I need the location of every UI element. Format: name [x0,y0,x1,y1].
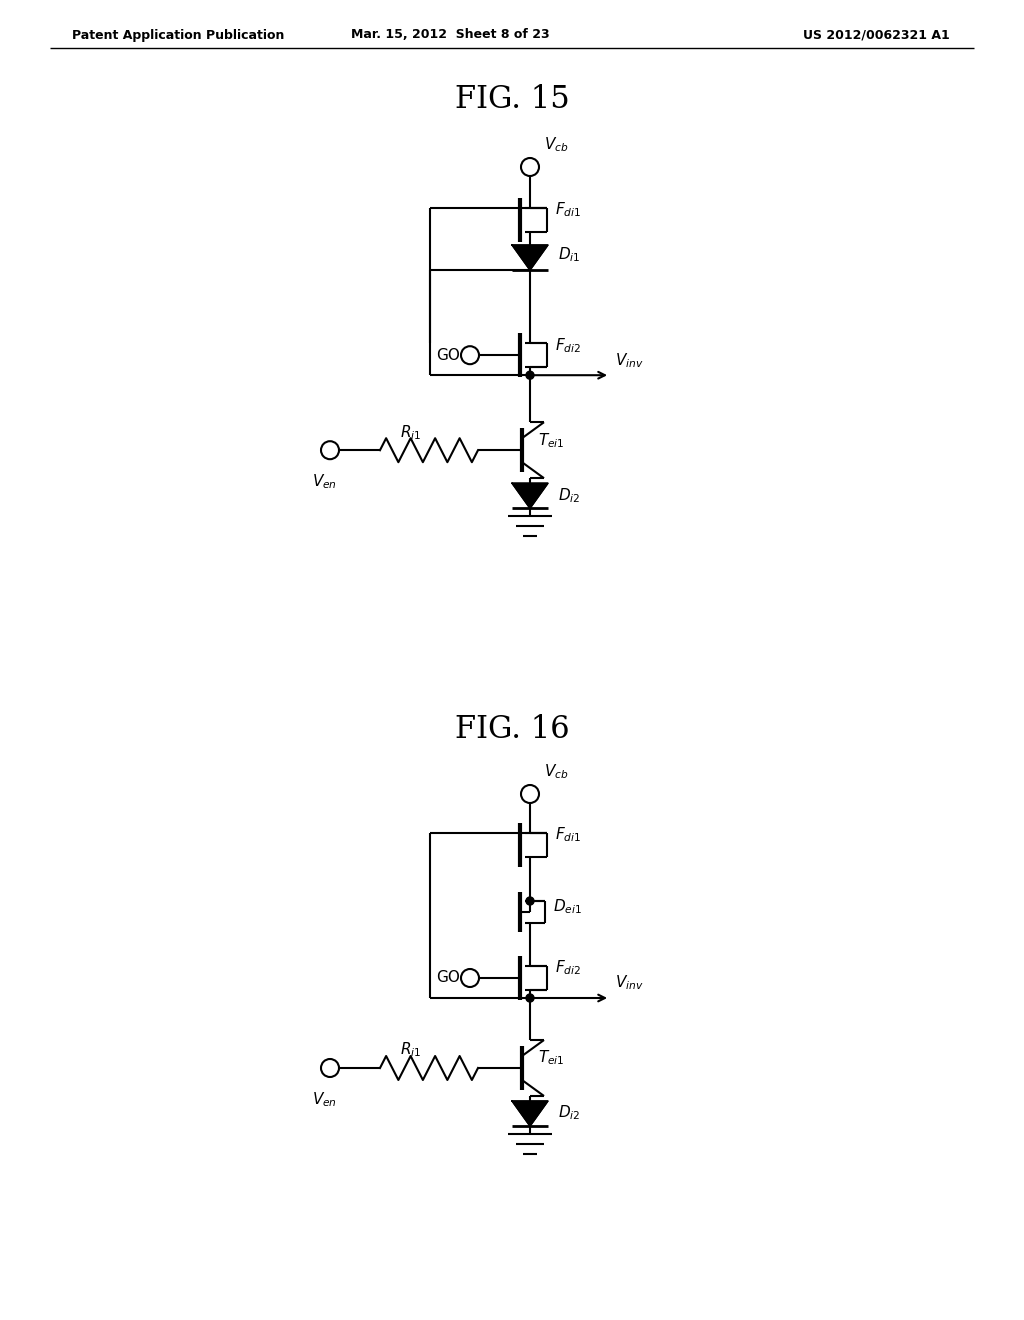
Text: $V_{inv}$: $V_{inv}$ [615,974,644,993]
Text: GO: GO [436,970,460,986]
Text: $R_{i1}$: $R_{i1}$ [400,1040,421,1060]
Text: $T_{ei1}$: $T_{ei1}$ [538,1048,564,1068]
Text: GO: GO [436,347,460,363]
Text: $R_{i1}$: $R_{i1}$ [400,422,421,442]
Text: $D_{i1}$: $D_{i1}$ [558,246,581,264]
Polygon shape [512,483,548,508]
Text: US 2012/0062321 A1: US 2012/0062321 A1 [803,29,950,41]
Text: FIG. 15: FIG. 15 [455,84,569,116]
Text: $F_{di2}$: $F_{di2}$ [555,958,582,977]
Polygon shape [512,246,548,271]
Text: $T_{ei1}$: $T_{ei1}$ [538,430,564,450]
Text: $F_{di1}$: $F_{di1}$ [555,825,582,845]
Text: $V_{en}$: $V_{en}$ [312,1090,338,1109]
Polygon shape [512,1101,548,1126]
Text: $D_{i2}$: $D_{i2}$ [558,1104,581,1122]
Text: $F_{di2}$: $F_{di2}$ [555,335,582,355]
Text: $V_{cb}$: $V_{cb}$ [544,136,568,154]
Text: FIG. 16: FIG. 16 [455,714,569,746]
Text: Patent Application Publication: Patent Application Publication [72,29,285,41]
Circle shape [526,371,534,379]
Circle shape [526,994,534,1002]
Text: $F_{di1}$: $F_{di1}$ [555,201,582,219]
Text: $V_{inv}$: $V_{inv}$ [615,351,644,370]
Text: $V_{en}$: $V_{en}$ [312,473,338,491]
Text: $V_{cb}$: $V_{cb}$ [544,763,568,781]
Text: $D_{ei1}$: $D_{ei1}$ [553,898,582,916]
Circle shape [526,898,534,906]
Text: $D_{i2}$: $D_{i2}$ [558,486,581,504]
Text: Mar. 15, 2012  Sheet 8 of 23: Mar. 15, 2012 Sheet 8 of 23 [350,29,549,41]
